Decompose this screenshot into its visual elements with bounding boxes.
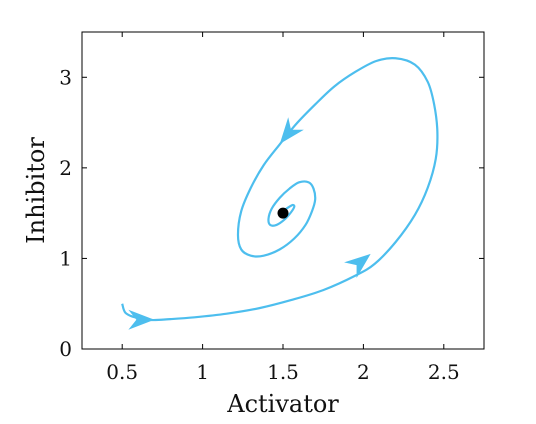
direction-arrow	[344, 253, 371, 278]
y-tick-label: 1	[59, 246, 72, 270]
x-tick-label: 2.5	[428, 360, 460, 384]
y-tick-label: 0	[59, 337, 72, 361]
direction-arrow	[279, 117, 304, 144]
tick-layer: 0.5 1 1.5 2 2.5 0 1 2 3	[59, 32, 484, 384]
fixed-point-marker	[277, 207, 289, 219]
x-tick-label: 1.5	[267, 360, 299, 384]
trajectory-line	[121, 57, 439, 322]
x-tick-label: 1	[196, 360, 209, 384]
x-axis-label: Activator	[226, 390, 339, 418]
direction-arrow	[128, 309, 155, 330]
x-tick-label: 0.5	[106, 360, 138, 384]
y-tick-label: 3	[59, 65, 72, 89]
plot-area	[81, 31, 485, 350]
y-tick-label: 2	[59, 156, 72, 180]
trajectory-layer	[121, 57, 439, 330]
x-tick-label: 2	[357, 360, 370, 384]
y-axis-label: Inhibitor	[22, 137, 50, 244]
